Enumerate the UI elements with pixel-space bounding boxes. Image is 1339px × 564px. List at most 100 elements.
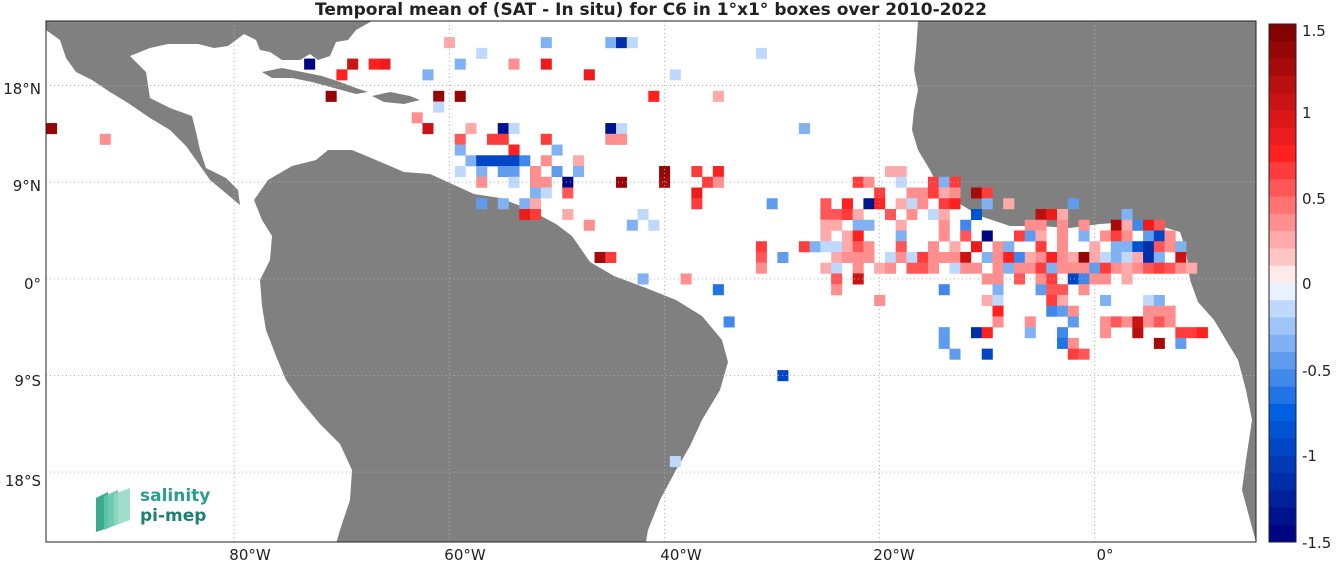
heatmap-cell xyxy=(949,348,961,360)
heatmap-cell xyxy=(691,166,703,178)
heatmap-cell xyxy=(691,198,703,210)
heatmap-cell xyxy=(820,262,832,274)
heatmap-cell xyxy=(1024,251,1036,264)
heatmap-cell xyxy=(1132,327,1144,339)
heatmap-cell xyxy=(820,219,832,231)
heatmap-cell xyxy=(863,198,875,210)
heatmap-cell xyxy=(1014,251,1026,264)
heatmap-cell xyxy=(831,219,843,231)
heatmap-cell xyxy=(583,219,595,231)
heatmap-cell xyxy=(1100,327,1112,339)
heatmap-cell xyxy=(605,37,617,49)
heatmap-cell xyxy=(992,316,1004,328)
heatmap-cell xyxy=(1143,230,1155,242)
heatmap-cell xyxy=(1024,219,1036,231)
heatmap-cell xyxy=(884,262,896,274)
heatmap-cell xyxy=(616,133,628,145)
heatmap-cell xyxy=(325,90,337,102)
heatmap-cell xyxy=(1046,294,1058,306)
heatmap-cell xyxy=(949,241,961,253)
heatmap-cell xyxy=(573,155,585,167)
heatmap-cell xyxy=(981,187,993,199)
heatmap-cell xyxy=(1175,262,1187,274)
colorbar-segment xyxy=(1269,403,1296,422)
heatmap-cell xyxy=(497,155,509,167)
heatmap-cell xyxy=(519,198,531,210)
heatmap-cell xyxy=(443,37,456,49)
heatmap-cell xyxy=(422,69,434,81)
heatmap-cell xyxy=(1067,273,1079,285)
heatmap-cell xyxy=(1121,230,1133,242)
heatmap-cell xyxy=(1110,262,1122,274)
heatmap-cell xyxy=(949,262,961,274)
heatmap-cell xyxy=(1067,337,1079,349)
heatmap-cell xyxy=(723,316,735,328)
heatmap-cell xyxy=(755,241,767,253)
heatmap-cell xyxy=(508,58,520,70)
heatmap-cell xyxy=(852,251,864,264)
heatmap-cell xyxy=(1164,230,1176,242)
heatmap-cell xyxy=(530,187,542,199)
heatmap-cell xyxy=(1046,305,1058,317)
heatmap-cell xyxy=(551,166,563,178)
heatmap-cell xyxy=(1143,294,1155,306)
heatmap-cell xyxy=(1175,327,1187,339)
colorbar-segment xyxy=(1269,334,1296,353)
heatmap-cell xyxy=(530,176,542,188)
logo-text-pimep: pi-mep xyxy=(140,506,207,526)
x-axis-labels: 80°W 60°W 40°W 20°W 0° xyxy=(229,546,1113,564)
heatmap-cell xyxy=(1089,262,1101,274)
heatmap-cell xyxy=(981,294,993,306)
heatmap-cell xyxy=(1024,316,1036,328)
heatmap-cell xyxy=(981,348,993,360)
colorbar-segment xyxy=(1269,162,1296,180)
heatmap-cell xyxy=(831,241,843,253)
heatmap-cell xyxy=(938,198,950,210)
heatmap-cell xyxy=(777,251,789,264)
heatmap-cell xyxy=(1003,262,1015,274)
heatmap-cell xyxy=(938,230,950,242)
heatmap-cell xyxy=(1078,230,1090,242)
heatmap-cell xyxy=(1057,327,1069,339)
heatmap-cell xyxy=(809,241,821,253)
heatmap-cell xyxy=(605,251,617,264)
colorbar-segment xyxy=(1269,438,1296,457)
y-axis-labels: 18°N 9°N 0° 9°S 18°S xyxy=(3,80,41,490)
heatmap-cell xyxy=(605,123,617,135)
heatmap-cell xyxy=(1057,262,1069,274)
heatmap-cell xyxy=(884,208,896,221)
heatmap-cell xyxy=(949,198,961,210)
heatmap-cell xyxy=(938,219,950,231)
hispaniola-land xyxy=(372,92,420,104)
heatmap-cell xyxy=(981,327,993,339)
heatmap-cell xyxy=(927,176,940,188)
heatmap-cell xyxy=(1057,294,1069,306)
heatmap-cell xyxy=(1110,219,1122,231)
heatmap-cell xyxy=(927,241,940,253)
heatmap-cell xyxy=(422,123,434,135)
heatmap-cell xyxy=(486,133,499,145)
heatmap-cell xyxy=(1132,316,1144,328)
colorbar-segment xyxy=(1269,127,1296,146)
heatmap-cell xyxy=(540,155,552,167)
heatmap-cell xyxy=(669,456,681,468)
heatmap-cell xyxy=(551,144,563,156)
heatmap-cell xyxy=(981,230,993,242)
heatmap-cell xyxy=(1046,273,1058,285)
heatmap-cell xyxy=(379,58,391,70)
heatmap-cell xyxy=(949,251,961,264)
heatmap-cell xyxy=(648,219,660,231)
heatmap-cell xyxy=(895,176,907,188)
heatmap-cell xyxy=(831,262,843,274)
heatmap-cell xyxy=(1078,251,1090,264)
heatmap-cell xyxy=(927,187,940,199)
heatmap-cell xyxy=(454,90,466,102)
heatmap-cell xyxy=(755,262,767,274)
heatmap-cell xyxy=(712,166,724,178)
heatmap-cell xyxy=(1175,337,1187,349)
heatmap-cell xyxy=(508,144,520,156)
heatmap-cell xyxy=(1057,284,1069,296)
heatmap-cell xyxy=(1057,337,1069,349)
heatmap-cell xyxy=(1153,337,1165,349)
heatmap-cell xyxy=(1089,241,1101,253)
